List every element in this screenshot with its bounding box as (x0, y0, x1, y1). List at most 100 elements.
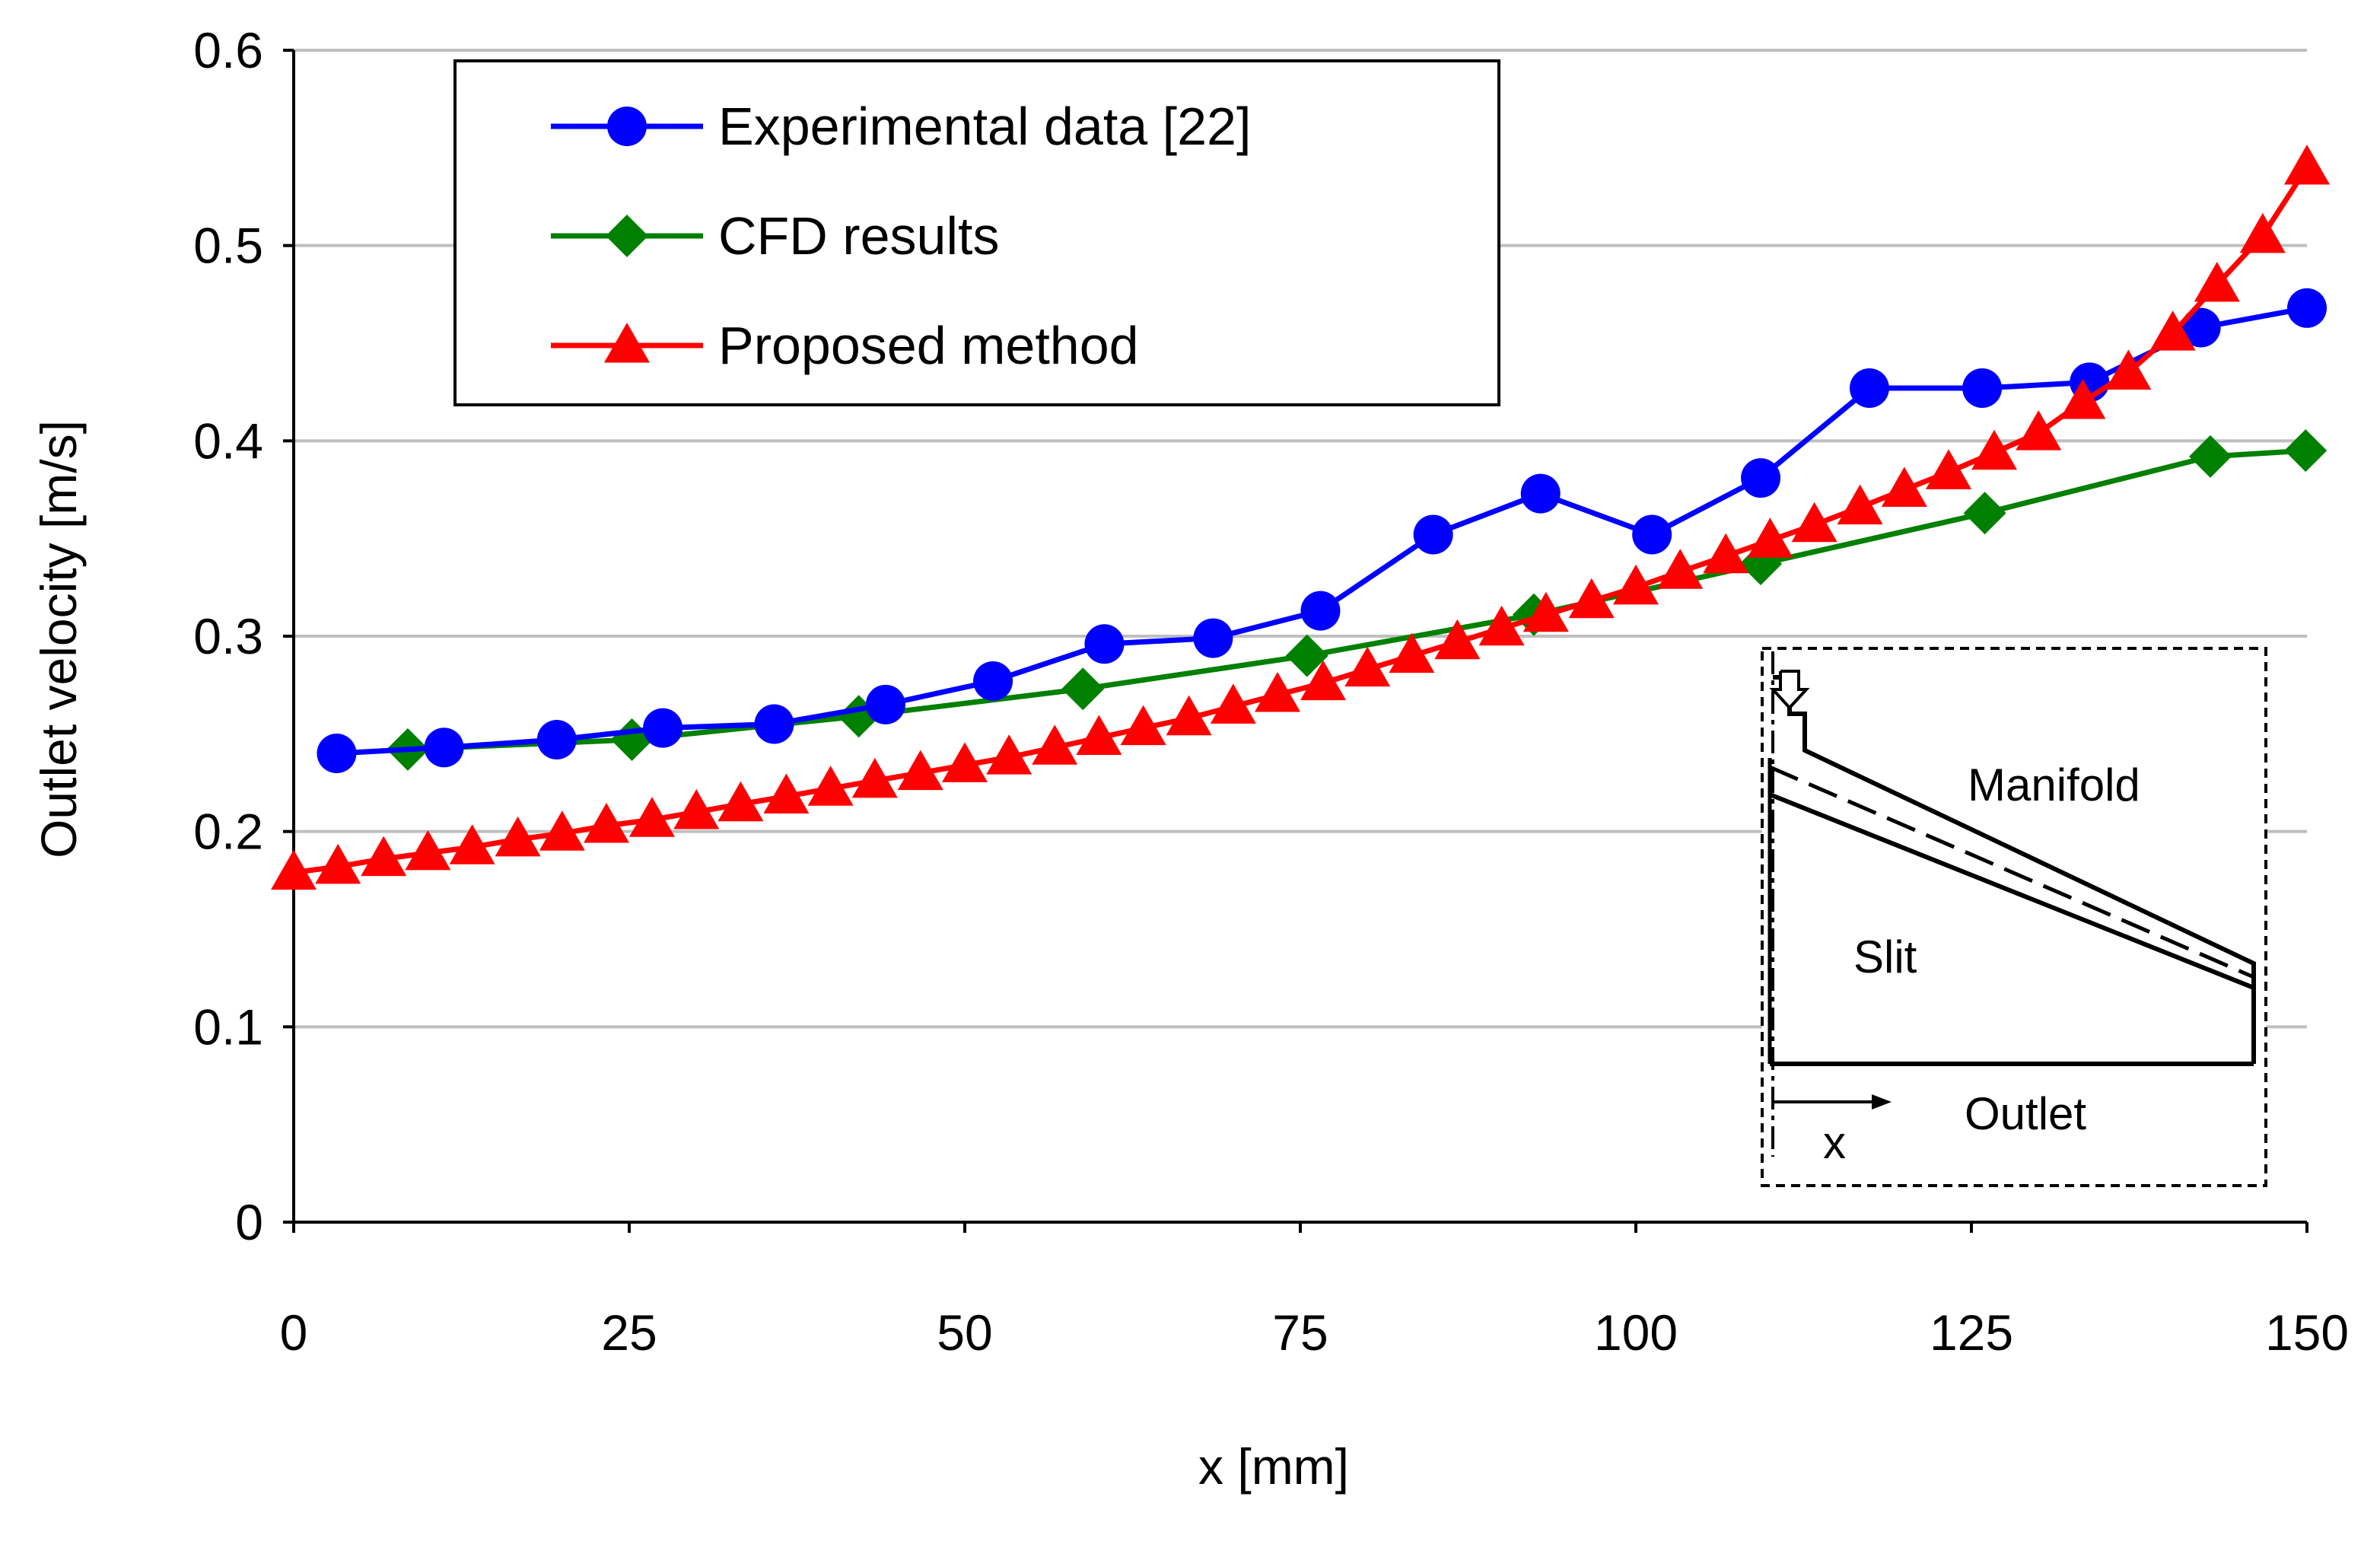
x-tick-label: 75 (1272, 1304, 1328, 1361)
data-point-triangle (1120, 705, 1166, 746)
data-point-circle (1193, 618, 1233, 658)
data-point-triangle (851, 757, 898, 798)
series-line (407, 447, 2306, 753)
data-point-triangle (2060, 379, 2106, 419)
data-point-circle (1084, 624, 1125, 664)
data-point-triangle (539, 810, 585, 851)
legend-label: Proposed method (718, 316, 1139, 375)
legend-swatch-circle (607, 107, 647, 146)
series-diamond (386, 429, 2328, 771)
data-point-circle (865, 684, 905, 724)
data-point-triangle (807, 766, 854, 806)
data-point-triangle (1881, 466, 1927, 507)
x-tick-label: 100 (1594, 1304, 1678, 1361)
data-point-triangle (1389, 632, 1435, 673)
data-point-triangle (628, 797, 675, 837)
data-point-triangle (1478, 605, 1525, 646)
series-triangle (271, 145, 2330, 890)
data-point-triangle (1255, 672, 1301, 712)
data-point-circle (643, 708, 683, 748)
y-tick-label: 0.6 (193, 22, 263, 78)
data-point-triangle (1166, 695, 1212, 736)
data-point-triangle (1076, 715, 1122, 755)
series-circle (317, 288, 2327, 773)
data-point-circle (1520, 473, 1561, 514)
data-point-triangle (405, 829, 451, 871)
data-point-triangle (2149, 310, 2196, 351)
data-point-triangle (1344, 646, 1391, 687)
data-point-circle (2287, 288, 2327, 328)
data-point-circle (1962, 368, 2003, 409)
data-point-triangle (449, 824, 495, 864)
data-point-circle (754, 704, 794, 744)
data-point-triangle (1791, 501, 1838, 543)
data-point-triangle (315, 843, 361, 884)
inlet-arrow-icon (1769, 670, 1810, 710)
manifold-lower-wall (1768, 792, 2255, 990)
data-point-triangle (942, 742, 988, 782)
x-axis-title: x [mm] (1198, 1438, 1349, 1495)
data-point-triangle (1837, 484, 1883, 525)
data-point-triangle (1032, 724, 1078, 765)
data-point-triangle (1613, 564, 1659, 605)
data-point-triangle (271, 849, 317, 890)
data-point-triangle (718, 781, 764, 822)
data-point-triangle (2239, 212, 2286, 253)
y-tick-label: 0.5 (193, 218, 263, 274)
data-point-triangle (2105, 349, 2152, 390)
legend-swatch-triangle (604, 323, 650, 363)
y-axis-title: Outlet velocity [m/s] (30, 420, 87, 858)
axes: 0 0.1 0.2 0.3 0.4 0.5 0.6 0 25 50 75 100 125 150 (193, 22, 2349, 1361)
data-point-circle (973, 661, 1013, 702)
data-point-circle (424, 728, 464, 768)
manifold-centerline (1769, 765, 2254, 979)
data-point-triangle (1747, 517, 1793, 558)
data-point-triangle (897, 750, 943, 791)
data-point-circle (1300, 591, 1341, 631)
x-tick-label: 125 (1930, 1304, 2013, 1361)
x-tick-label: 150 (2265, 1304, 2349, 1361)
y-tick-label: 0.3 (193, 608, 263, 664)
data-point-circle (317, 734, 357, 773)
data-point-triangle (2016, 410, 2062, 451)
data-point-triangle (1568, 578, 1615, 619)
x-tick-label: 0 (280, 1304, 308, 1361)
data-point-triangle (495, 816, 541, 857)
inset-label-outlet: Outlet (1965, 1088, 2086, 1139)
legend: Experimental data [22] CFD results Propose… (453, 59, 1500, 406)
y-tick-label: 0.1 (193, 998, 263, 1055)
data-point-triangle (1657, 549, 1704, 589)
inset-label-manifold: Manifold (1968, 759, 2140, 810)
series-line (293, 166, 2309, 876)
data-point-triangle (1210, 683, 1256, 724)
y-tick-label: 0.4 (193, 412, 263, 469)
data-point-circle (1741, 458, 1781, 498)
data-point-triangle (986, 734, 1032, 775)
y-tick-label: 0 (235, 1194, 263, 1250)
x-tick-label: 25 (601, 1304, 657, 1361)
data-point-diamond (1061, 667, 1105, 711)
data-point-triangle (1300, 660, 1346, 701)
data-point-triangle (361, 836, 407, 877)
inset-label-slit: Slit (1853, 931, 1917, 982)
data-point-triangle (1522, 591, 1569, 632)
legend-swatch-diamond (606, 215, 648, 257)
legend-label: CFD results (718, 206, 999, 266)
data-point-triangle (584, 802, 630, 843)
data-point-circle (1413, 514, 1453, 555)
inset-frame (1761, 647, 2267, 1187)
data-point-triangle (2194, 262, 2240, 302)
data-point-triangle (1434, 619, 1481, 660)
series-layer (271, 145, 2330, 890)
data-point-circle (1849, 368, 1889, 409)
data-point-diamond (2284, 429, 2328, 473)
data-point-triangle (673, 789, 720, 829)
data-point-diamond (1963, 492, 2006, 535)
data-point-diamond (1285, 634, 1328, 677)
geometry-inset: Manifold Slit Outlet x (1761, 647, 2267, 1187)
data-point-triangle (1703, 533, 1749, 574)
x-arrow-head-icon (1872, 1094, 1892, 1110)
data-point-circle (536, 720, 577, 760)
